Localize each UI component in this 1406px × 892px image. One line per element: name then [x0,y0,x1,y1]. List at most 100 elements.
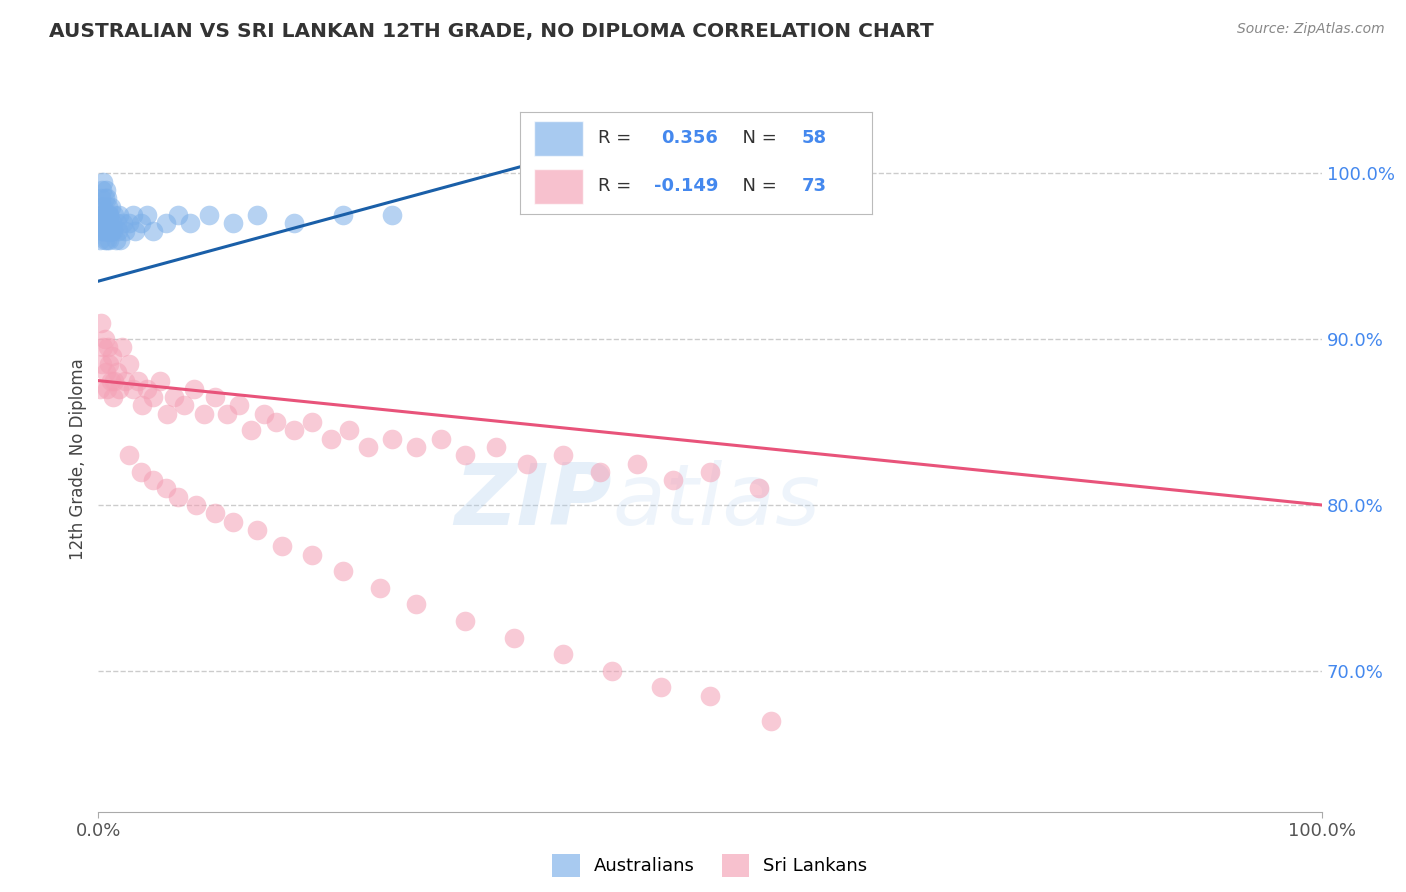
Point [98,208,121,222]
Point [129,216,152,230]
Point [91,357,114,371]
Point [114,374,136,388]
Point [101,216,124,230]
Point [98,208,121,222]
Point [127,374,149,388]
Point [197,208,219,222]
Point [97,216,120,230]
Point [553,647,575,661]
Point [204,506,226,520]
Point [103,208,125,222]
Point [118,216,141,230]
Point [91,224,114,238]
Point [107,224,129,238]
Point [91,341,114,355]
Point [131,399,153,413]
Point [215,407,238,421]
Point [748,482,770,496]
Point [553,448,575,462]
Point [337,423,360,437]
Text: 73: 73 [801,178,827,195]
Point [100,224,122,238]
Point [94,183,117,197]
Point [650,681,672,695]
Point [91,208,114,222]
Point [136,208,159,222]
Point [91,175,114,189]
Point [90,200,112,214]
Point [155,216,177,230]
Point [100,200,122,214]
Point [98,233,121,247]
Point [101,224,124,238]
Point [105,365,128,379]
Point [89,216,111,230]
Point [93,332,115,346]
Point [301,415,323,429]
Point [108,208,131,222]
Point [193,407,215,421]
Point [240,423,263,437]
Point [93,216,115,230]
Point [91,216,114,230]
Point [319,432,342,446]
Point [405,598,427,612]
Point [368,581,391,595]
Point [163,390,186,404]
Point [142,473,165,487]
Point [91,183,114,197]
Point [332,564,354,578]
Point [93,208,115,222]
Text: Source: ZipAtlas.com: Source: ZipAtlas.com [1237,22,1385,37]
Point [90,191,112,205]
Point [110,233,132,247]
Point [430,432,453,446]
Point [114,224,136,238]
Point [332,208,354,222]
Point [94,224,117,238]
Point [156,407,179,421]
Point [662,473,685,487]
Point [93,191,115,205]
Point [270,540,294,554]
Y-axis label: 12th Grade, No Diploma: 12th Grade, No Diploma [69,359,87,560]
Text: R =: R = [598,178,637,195]
Point [515,457,537,471]
Point [129,465,152,479]
Point [96,382,118,396]
Point [246,208,269,222]
Point [222,216,245,230]
Point [626,457,648,471]
Point [183,382,205,396]
Point [283,423,305,437]
Point [121,382,143,396]
Point [100,374,122,388]
Point [96,191,118,205]
Point [111,216,134,230]
Point [101,349,124,363]
Text: ZIP: ZIP [454,460,612,543]
Point [96,224,118,238]
Point [118,448,141,462]
Point [204,390,226,404]
Point [90,316,112,330]
Point [381,432,404,446]
Point [96,208,118,222]
Point [90,208,112,222]
Point [94,208,117,222]
Point [105,216,128,230]
Point [222,515,245,529]
Point [97,224,120,238]
Point [101,390,124,404]
Point [91,224,114,238]
Point [454,614,477,628]
Point [405,440,427,454]
Point [93,233,115,247]
Text: N =: N = [731,178,783,195]
Point [136,382,159,396]
Point [454,448,477,462]
Point [103,374,125,388]
Point [699,465,721,479]
Point [111,341,134,355]
Point [699,689,721,703]
